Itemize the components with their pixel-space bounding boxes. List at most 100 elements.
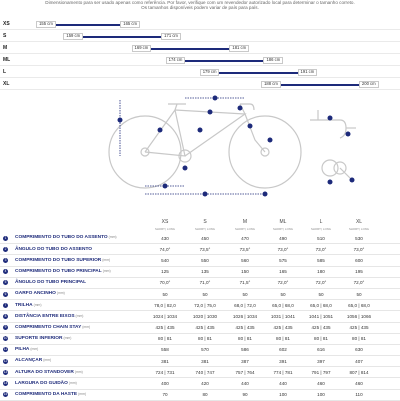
table-cell: 1024 | 1034 — [152, 313, 178, 319]
table-cell: 575 — [279, 257, 287, 263]
table-row: 1 COMPRIMENTO DO TUBO DO ASSENTO(mm) 430 45… — [0, 233, 400, 245]
short-long-subheader: SHORT | LONG — [195, 227, 215, 231]
row-number-badge: 10 — [3, 336, 8, 342]
table-cell: 50 — [202, 291, 208, 297]
row-label: ALCANÇAR(mm) — [15, 358, 51, 363]
table-cell: 616 — [317, 347, 325, 353]
max-height-label: 165 cm — [120, 21, 140, 28]
row-unit: (mm) — [82, 324, 91, 329]
size-column-header: S — [203, 219, 207, 225]
table-cell: 530 — [355, 235, 363, 241]
row-number-badge: 4 — [3, 269, 8, 275]
min-height-label: 174 cm — [165, 57, 186, 64]
table-cell: 1041 | 1051 — [308, 313, 334, 319]
table-cell: 50 — [242, 291, 248, 297]
table-cell: 550 — [201, 257, 209, 263]
row-label-text: TRILHA — [15, 302, 33, 308]
table-cell: 570 — [201, 347, 209, 353]
row-number-badge: 5 — [3, 280, 8, 286]
table-cell: 68,0 | 72,0 — [234, 302, 256, 308]
height-range-bar — [54, 24, 123, 26]
table-cell: 80 | 81 — [352, 336, 366, 342]
row-label-text: COMPRIMENTO DO TUBO DO ASSENTO — [15, 235, 108, 241]
table-row: 11 PILHA(mm) 558 570 586 602 616 630 — [0, 345, 400, 357]
row-label: COMPRIMENTO DO TUBO SUPERIOR(mm) — [15, 258, 110, 263]
size-column-header: M — [242, 219, 248, 225]
row-label: TRILHA(mm) — [15, 303, 42, 308]
table-cell: 50 — [356, 291, 362, 297]
table-cell: 78,0 | 82,0 — [154, 302, 176, 308]
table-cell: 72,0° — [315, 280, 327, 286]
table-cell: 450 — [201, 235, 209, 241]
row-unit: (mm) — [74, 369, 83, 374]
table-cell: 425 | 435 — [273, 325, 293, 331]
row-number-badge: 11 — [3, 347, 8, 353]
table-cell: 425 | 435 — [155, 325, 175, 331]
row-label-text: LARGURA DO GUIDÃO — [15, 380, 68, 386]
row-unit: (mm) — [56, 291, 65, 296]
row-label: GARFO ANCINHO(mm) — [15, 291, 65, 296]
table-cell: 381 — [201, 358, 209, 364]
table-cell: 73,0° — [277, 246, 289, 252]
size-label: XL — [3, 81, 10, 87]
size-column-header: XS — [161, 219, 169, 225]
table-cell: 71,0° — [199, 280, 211, 286]
row-number-badge: 1 — [3, 235, 8, 241]
row-unit: (mm) — [108, 235, 117, 240]
row-label: ALTURA DO STANDOVER(mm) — [15, 370, 83, 375]
row-label-text: GARFO ANCINHO — [15, 291, 56, 297]
table-row: 9 COMPRIMENTO CHAIN STAY(mm) 425 | 435 425 … — [0, 323, 400, 334]
row-label: COMPRIMENTO DO TUBO DO ASSENTO(mm) — [15, 235, 117, 240]
row-label-text: ALTURA DO STANDOVER — [15, 369, 74, 375]
row-label: LARGURA DO GUIDÃO(mm) — [15, 381, 77, 386]
table-cell: 630 — [355, 347, 363, 353]
row-label: ÂNGULO DO TUBO PRINCIPAL — [15, 280, 87, 285]
table-subheader: SHORT | LONG SHORT | LONG SHORT | LONG SHOR… — [0, 227, 400, 233]
table-cell: 50 — [318, 291, 324, 297]
row-unit: (mm) — [43, 358, 52, 363]
table-cell: 71,5° — [239, 280, 251, 286]
row-unit: (mm) — [102, 257, 111, 262]
row-number-badge: 3 — [3, 257, 8, 263]
size-label: M — [3, 45, 8, 51]
row-label-text: PILHA — [15, 347, 30, 353]
rider-height-chart: XS 155 cm 165 cm S 159 cm 171 cm M 169 cm 181 cm… — [0, 18, 400, 90]
table-cell: 1026 | 1034 — [232, 313, 258, 319]
size-row: ML 174 cm 186 cm — [0, 54, 400, 66]
min-height-label: 179 cm — [199, 69, 220, 76]
table-cell: 540 — [161, 257, 169, 263]
max-height-label: 181 cm — [229, 45, 250, 52]
table-cell: 400 — [161, 381, 169, 387]
row-unit: (mm) — [33, 302, 42, 307]
table-cell: 774 | 781 — [273, 369, 293, 375]
table-row: 12 ALCANÇAR(mm) 381 381 387 391 397 407 — [0, 356, 400, 368]
table-cell: 73,0° — [353, 246, 365, 252]
table-cell: 73,5° — [239, 246, 251, 252]
table-row: 4 COMPRIMENTO DO TUBO PRINCIPAL(mm) 125 135… — [0, 267, 400, 278]
height-range-bar — [279, 84, 361, 86]
table-cell: 791 | 797 — [311, 369, 331, 375]
bike-geometry-diagram — [108, 95, 356, 197]
table-cell: 470 — [241, 235, 249, 241]
table-cell: 430 — [161, 235, 169, 241]
row-label: COMPRIMENTO CHAIN STAY(mm) — [15, 325, 90, 330]
table-cell: 1031 | 1041 — [270, 313, 296, 319]
table-cell: 387 — [241, 358, 249, 364]
table-cell: 150 — [241, 269, 249, 275]
height-range-bar — [149, 48, 232, 50]
table-cell: 460 — [355, 381, 363, 387]
disclaimer-line-1: Dimensionamento para ser usado apenas co… — [45, 0, 355, 5]
table-row: 13 ALTURA DO STANDOVER(mm) 724 | 731 740 | … — [0, 367, 400, 379]
table-cell: 100 — [279, 392, 287, 398]
table-row: 3 COMPRIMENTO DO TUBO SUPERIOR(mm) 540 550 5… — [0, 255, 400, 267]
table-cell: 100 — [317, 392, 325, 398]
table-row: 6 GARFO ANCINHO(mm) 50 50 50 50 50 50 — [0, 289, 400, 301]
table-cell: 602 — [279, 347, 287, 353]
table-cell: 72,0 | 75,0 — [194, 302, 216, 308]
row-label: COMPRIMENTO DO TUBO PRINCIPAL(mm) — [15, 269, 111, 274]
min-height-label: 155 cm — [36, 21, 56, 28]
table-cell: 165 — [279, 269, 287, 275]
table-cell: 50 — [280, 291, 286, 297]
table-cell: 425 | 435 — [195, 325, 215, 331]
row-number-badge: 13 — [3, 369, 8, 375]
